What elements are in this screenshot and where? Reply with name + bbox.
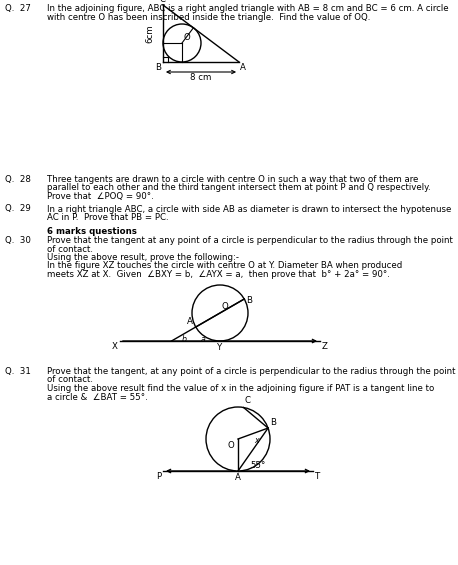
Text: In the adjoining figure, ABC is a right angled triangle with AB = 8 cm and BC = : In the adjoining figure, ABC is a right … (47, 4, 449, 13)
Text: Q.  28: Q. 28 (5, 175, 31, 184)
Text: O: O (184, 33, 191, 42)
Text: Prove that  ∠POQ = 90°.: Prove that ∠POQ = 90°. (47, 192, 154, 201)
Text: Prove that the tangent at any point of a circle is perpendicular to the radius t: Prove that the tangent at any point of a… (47, 236, 453, 245)
Text: A: A (235, 473, 241, 482)
Text: Q.  30: Q. 30 (5, 236, 31, 245)
Text: a circle &  ∠BAT = 55°.: a circle & ∠BAT = 55°. (47, 393, 148, 402)
Text: T: T (315, 472, 320, 481)
Text: Z: Z (322, 342, 328, 351)
Text: meets XZ at X.  Given  ∠BXY = b,  ∠AYX = a,  then prove that  b° + 2a° = 90°.: meets XZ at X. Given ∠BXY = b, ∠AYX = a,… (47, 270, 390, 279)
Text: X: X (112, 342, 118, 351)
Text: a: a (201, 335, 206, 344)
Text: x: x (254, 436, 258, 445)
Text: Q.  29: Q. 29 (5, 205, 31, 214)
Text: Q.  31: Q. 31 (5, 367, 31, 376)
Text: parallel to each other and the third tangent intersect them at point P and Q res: parallel to each other and the third tan… (47, 184, 431, 193)
Text: 8 cm: 8 cm (191, 73, 212, 82)
Text: 6 marks questions: 6 marks questions (47, 227, 137, 236)
Text: Q.  27: Q. 27 (5, 4, 31, 13)
Text: O: O (227, 441, 234, 450)
Text: In a right triangle ABC, a circle with side AB as diameter is drawn to intersect: In a right triangle ABC, a circle with s… (47, 205, 452, 214)
Text: A: A (187, 317, 193, 326)
Text: B: B (155, 63, 161, 72)
Text: with centre O has been inscribed inside the triangle.  Find the value of OQ.: with centre O has been inscribed inside … (47, 12, 371, 21)
Text: AC in P.  Prove that PB = PC.: AC in P. Prove that PB = PC. (47, 213, 169, 222)
Text: P: P (156, 472, 161, 481)
Text: 55°: 55° (250, 461, 265, 470)
Text: of contact.: of contact. (47, 376, 93, 385)
Text: Prove that the tangent, at any point of a circle is perpendicular to the radius : Prove that the tangent, at any point of … (47, 367, 456, 376)
Text: of contact.: of contact. (47, 245, 93, 254)
Text: C: C (159, 0, 165, 4)
Text: B: B (270, 418, 276, 427)
Text: Using the above result, prove the following:-: Using the above result, prove the follow… (47, 253, 239, 262)
Text: C: C (245, 397, 251, 406)
Text: O: O (222, 302, 229, 311)
Text: B: B (246, 296, 252, 305)
Text: Using the above result find the value of x in the adjoining figure if PAT is a t: Using the above result find the value of… (47, 384, 434, 393)
Text: A: A (240, 63, 246, 72)
Text: 6cm: 6cm (146, 24, 154, 43)
Text: b: b (181, 335, 186, 344)
Text: In the figure XZ touches the circle with centre O at Y. Diameter BA when produce: In the figure XZ touches the circle with… (47, 262, 402, 271)
Text: Three tangents are drawn to a circle with centre O in such a way that two of the: Three tangents are drawn to a circle wit… (47, 175, 418, 184)
Text: Y: Y (218, 343, 223, 352)
